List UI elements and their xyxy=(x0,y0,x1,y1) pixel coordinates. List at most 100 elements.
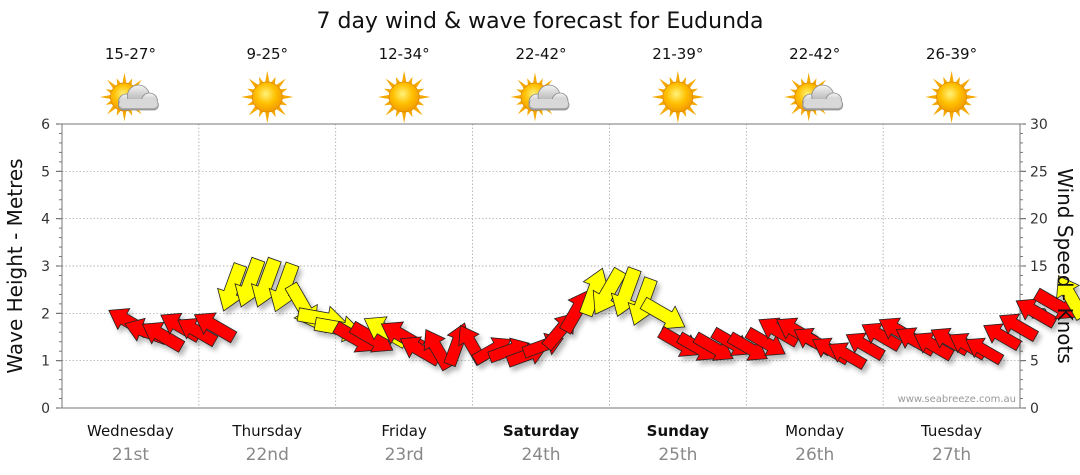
sun-ray xyxy=(532,72,538,84)
sun-ray xyxy=(659,105,670,116)
right-tick-label: 20 xyxy=(1030,212,1048,228)
left-tick-label: 6 xyxy=(41,117,50,133)
left-axis-ticks: 0 1 2 3 4 5 6 xyxy=(41,117,62,417)
y-axis-label-left: Wave Height - Metres xyxy=(3,158,27,373)
wind-arrow xyxy=(193,312,238,344)
wind-arrow xyxy=(744,326,786,357)
sun-ray xyxy=(949,111,954,124)
sun-disc xyxy=(388,81,420,113)
left-tick-label: 1 xyxy=(41,354,50,370)
sun-ray xyxy=(99,94,112,100)
temperature-range: 22-42° xyxy=(515,45,566,63)
sun-ray xyxy=(933,105,944,116)
forecast-summary-row: 15-27° 9-25° 12-34° 22-42° 21-39° 22-42° 26-39… xyxy=(99,45,978,124)
left-tick-label: 5 xyxy=(41,164,50,180)
sun-ray xyxy=(532,110,538,122)
sun-disc xyxy=(251,81,283,113)
sun-ray xyxy=(933,78,944,89)
wind-arrow xyxy=(998,313,1040,343)
sun-ray xyxy=(675,111,681,124)
sun-ray xyxy=(265,111,270,124)
sun-ray xyxy=(275,105,286,116)
day-name-label: Monday xyxy=(785,422,844,440)
day-date-label: 27th xyxy=(932,445,971,465)
sun-ray xyxy=(418,94,431,100)
day-name-label: Sunday xyxy=(647,422,710,440)
sun-ray xyxy=(686,78,697,89)
sun-ray xyxy=(281,94,294,100)
sun-disc xyxy=(662,81,694,113)
sun-disc xyxy=(936,81,967,113)
wind-arrow xyxy=(1056,275,1080,321)
cloud-shape xyxy=(802,84,844,111)
chart-title: 7 day wind & wave forecast for Eudunda xyxy=(317,9,764,34)
sun-ray xyxy=(686,105,697,116)
sun-ray xyxy=(959,105,971,116)
day-date-label: 22nd xyxy=(246,445,289,465)
wind-arrow xyxy=(639,296,686,330)
wind-arrow xyxy=(965,337,1005,366)
sun-ray xyxy=(959,78,971,89)
cloud-fill xyxy=(530,99,568,108)
right-tick-label: 0 xyxy=(1030,401,1039,417)
y-axis-label-right: Wind Speed - Knots xyxy=(1053,168,1077,364)
sun-ray xyxy=(377,94,391,100)
sun-ray xyxy=(412,105,423,116)
sun-ray xyxy=(122,110,127,122)
sunny-icon xyxy=(377,70,431,124)
day-labels: Wednesday 21st Thursday 22nd Friday 23rd Satur… xyxy=(87,422,982,465)
sun-ray xyxy=(401,111,407,124)
wind-arrow xyxy=(913,332,955,362)
sun-ray xyxy=(949,70,954,83)
sun-ray xyxy=(659,78,670,89)
cloud-fill xyxy=(803,99,842,108)
wind-arrows-series xyxy=(108,256,1080,372)
sun-ray xyxy=(401,70,407,83)
day-date-label: 25th xyxy=(658,445,697,465)
sun-ray xyxy=(510,94,522,100)
cloud-shape xyxy=(118,84,159,111)
day-date-label: 26th xyxy=(795,445,834,465)
sun-ray xyxy=(248,105,259,116)
wind-arrow xyxy=(610,266,642,318)
chart-grid xyxy=(62,124,1020,408)
sunny-icon xyxy=(925,70,978,124)
wind-arrow xyxy=(177,317,219,348)
right-tick-label: 5 xyxy=(1030,354,1039,370)
sun-ray xyxy=(248,78,259,89)
sun-ray xyxy=(651,94,664,100)
cloud-shape xyxy=(528,84,570,111)
sun-ray xyxy=(265,70,270,83)
temperature-range: 9-25° xyxy=(247,45,289,63)
sun-ray xyxy=(691,94,705,100)
right-tick-label: 30 xyxy=(1030,117,1048,133)
wind-arrow xyxy=(845,332,886,361)
temperature-range: 26-39° xyxy=(926,45,977,63)
left-tick-label: 0 xyxy=(41,401,50,417)
sun-ray xyxy=(784,94,796,100)
cloud-fill xyxy=(119,99,158,108)
temperature-range: 12-34° xyxy=(379,45,430,63)
wind-arrow xyxy=(592,266,627,315)
left-tick-label: 3 xyxy=(41,259,50,275)
sun-ray xyxy=(412,78,423,89)
sun-ray xyxy=(385,78,396,89)
partly-cloudy-icon xyxy=(784,72,844,122)
wind-arrow xyxy=(828,342,868,371)
partly-cloudy-icon xyxy=(510,72,570,122)
sun-ray xyxy=(385,105,396,116)
day-name-label: Thursday xyxy=(231,422,302,440)
day-name-label: Wednesday xyxy=(87,422,174,440)
day-name-label: Saturday xyxy=(503,422,580,440)
sunny-icon xyxy=(651,70,705,124)
right-tick-label: 25 xyxy=(1030,164,1048,180)
sun-ray xyxy=(275,78,286,89)
source-credit: www.seabreeze.com.au xyxy=(898,394,1016,405)
partly-cloudy-icon xyxy=(99,72,159,122)
right-axis-ticks: 051015202530 xyxy=(1020,117,1048,417)
wind-arrow xyxy=(1015,298,1058,329)
day-name-label: Friday xyxy=(381,422,427,440)
day-name-label: Tuesday xyxy=(920,422,982,440)
sun-ray xyxy=(241,94,254,100)
